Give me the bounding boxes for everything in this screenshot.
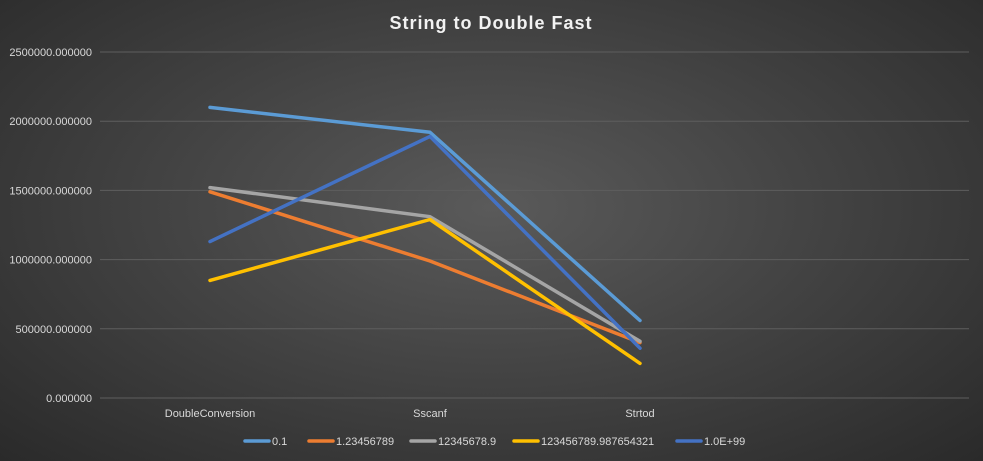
y-tick-label: 2500000.000000 [9,47,92,59]
legend-label: 12345678.9 [438,436,496,448]
legend-label: 1.0E+99 [704,436,745,448]
x-axis-ticks: DoubleConversion Sscanf Strtod [165,408,655,420]
x-tick-label: DoubleConversion [165,408,256,420]
series-line-1 [208,105,642,323]
y-tick-label: 2000000.000000 [9,116,92,128]
y-tick-label: 1500000.000000 [9,185,92,197]
y-tick-label: 0.000000 [46,393,92,405]
gridlines [100,51,969,399]
series-lines [208,105,642,366]
legend-label: 1.23456789 [336,436,394,448]
series-line-5 [208,134,642,350]
y-tick-label: 1000000.000000 [9,255,92,267]
legend-label: 123456789.987654321 [541,436,654,448]
series-line-4 [208,217,642,366]
x-tick-label: Sscanf [413,408,448,420]
y-tick-label: 500000.000000 [16,324,92,336]
chart-title: String to Double Fast [390,13,593,33]
legend-label: 0.1 [272,436,287,448]
series-line-3 [208,185,642,344]
y-axis-ticks: 0.000000 500000.000000 1000000.000000 15000… [9,47,92,405]
legend: 0.1 1.23456789 12345678.9 123456789.9876543… [243,436,745,448]
x-tick-label: Strtod [625,408,654,420]
